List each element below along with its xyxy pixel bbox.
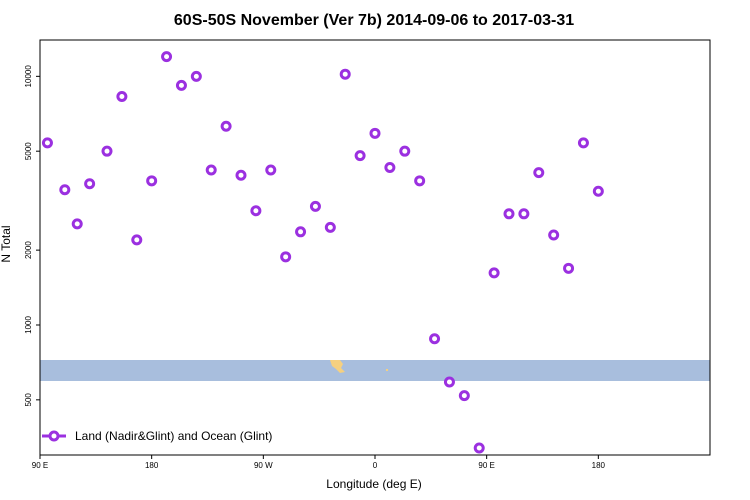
data-point [339,68,351,80]
latitude-band [40,360,710,381]
data-point [41,137,53,149]
data-point [71,218,83,230]
data-point [399,145,411,157]
data-point [131,234,143,246]
data-point [592,185,604,197]
data-points [41,51,604,454]
land-patch [330,360,345,373]
data-point [429,333,441,345]
data-point [577,137,589,149]
x-tick-label-5: 180 [592,461,606,470]
x-tick-label-4: 90 E [478,461,494,470]
x-axis: 90 E 180 90 W 0 90 E 180 [32,455,606,470]
data-point [59,184,71,196]
legend-label: Land (Nadir&Glint) and Ocean (Glint) [75,429,272,443]
x-tick-label-2: 90 W [254,461,273,470]
y-tick-label-2: 2000 [24,241,33,259]
y-tick-label-1: 1000 [24,316,33,334]
y-axis-label: N Total [0,225,13,262]
data-point [280,251,292,263]
x-tick-label-3: 0 [373,461,378,470]
data-point [161,51,173,63]
data-point [220,120,232,132]
y-tick-label-0: 500 [24,393,33,407]
data-point [205,164,217,176]
data-point [190,70,202,82]
data-point [458,390,470,402]
chart-title: 60S-50S November (Ver 7b) 2014-09-06 to … [174,12,574,29]
data-point [101,145,113,157]
data-point [250,205,262,217]
data-point [563,262,575,274]
data-point [533,167,545,179]
data-point [175,79,187,91]
data-point [235,169,247,181]
data-point [369,127,381,139]
legend: Land (Nadir&Glint) and Ocean (Glint) [42,429,272,443]
y-tick-label-4: 10000 [24,65,33,88]
data-point [548,229,560,241]
data-point [414,175,426,187]
y-axis: 500 1000 2000 5000 10000 [24,65,40,407]
data-point [116,90,128,102]
data-point [473,442,485,454]
data-point [384,161,396,173]
data-point [324,221,336,233]
land-dot [386,369,388,371]
data-point [518,208,530,220]
data-point [354,150,366,162]
legend-marker [48,430,60,442]
data-point [84,178,96,190]
data-point [146,175,158,187]
y-tick-label-3: 5000 [24,142,33,160]
data-point [443,376,455,388]
x-tick-label-0: 90 E [32,461,48,470]
data-point [488,267,500,279]
ocean-band [40,360,710,381]
data-point [309,200,321,212]
data-point [265,164,277,176]
data-point [503,208,515,220]
data-point [295,226,307,238]
x-tick-label-1: 180 [145,461,159,470]
x-axis-label: Longitude (deg E) [326,477,421,491]
